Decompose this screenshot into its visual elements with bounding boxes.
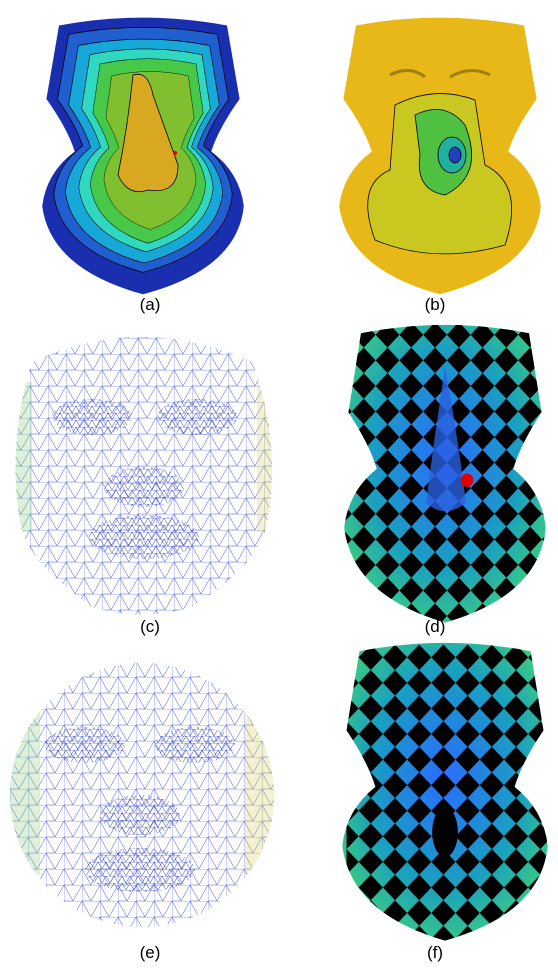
panel-label: (f): [427, 943, 443, 962]
panel-f-image: [338, 640, 558, 950]
panel-c-image: [12, 322, 282, 622]
panel-label: (e): [140, 943, 161, 962]
figure: (a) (b) (c) (d): [0, 0, 558, 969]
panel-label: (a): [140, 295, 161, 314]
panel-e-image: [10, 645, 275, 945]
panel-label: (c): [140, 617, 160, 636]
panel-label: (d): [425, 617, 446, 636]
panel-a-image: [42, 18, 244, 295]
panel-label: (b): [425, 295, 446, 314]
panel-d-image: [340, 322, 550, 627]
panel-b-image: [339, 18, 541, 295]
